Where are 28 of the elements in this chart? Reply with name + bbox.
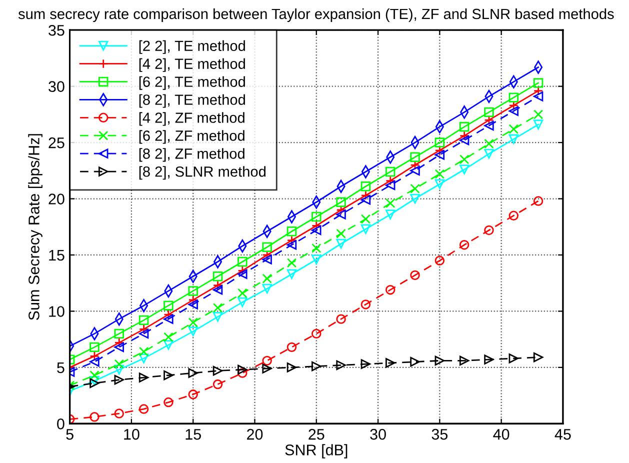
legend-label: [6 2], ZF method bbox=[139, 130, 244, 144]
x-tick-label: 35 bbox=[432, 428, 448, 440]
x-tick-label: 15 bbox=[186, 429, 201, 440]
x-tick-label: 5 bbox=[66, 429, 74, 440]
y-tick-label: 20 bbox=[48, 194, 64, 204]
x-axis-title: SNR [dB] bbox=[285, 444, 348, 458]
legend-label: [6 2], TE method bbox=[139, 76, 245, 90]
legend-label: [4 2], ZF method bbox=[139, 112, 244, 126]
legend-label: [2 2], TE method bbox=[139, 40, 245, 54]
y-tick-label: 30 bbox=[48, 81, 64, 92]
x-tick-label: 25 bbox=[308, 428, 324, 440]
y-axis-title: Sum Secrecy Rate [bps/Hz] bbox=[28, 134, 42, 320]
y-tick-label: 35 bbox=[48, 24, 64, 36]
legend-label: [8 2], TE method bbox=[139, 94, 245, 108]
x-tick-label: 45 bbox=[554, 429, 571, 440]
y-tick-label: 25 bbox=[48, 137, 64, 148]
legend-label: [4 2], TE method bbox=[139, 58, 245, 72]
x-tick-label: 30 bbox=[370, 428, 386, 440]
y-tick-label: 10 bbox=[49, 306, 64, 317]
y-tick-label: 5 bbox=[57, 362, 64, 374]
x-tick-label: 40 bbox=[493, 428, 510, 440]
x-tick-label: 10 bbox=[124, 428, 140, 440]
x-tick-label: 20 bbox=[247, 428, 263, 440]
y-tick-label: 0 bbox=[57, 418, 64, 430]
legend-label: [8 2], SLNR method bbox=[139, 166, 266, 180]
y-tick-label: 15 bbox=[49, 250, 64, 261]
chart-title: sum secrecy rate comparison between Taylor expansion (TE), ZF and SLNR based methods bbox=[18, 8, 614, 22]
legend-label: [8 2], ZF method bbox=[139, 148, 244, 162]
